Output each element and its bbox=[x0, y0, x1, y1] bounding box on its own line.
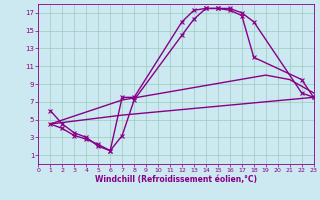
X-axis label: Windchill (Refroidissement éolien,°C): Windchill (Refroidissement éolien,°C) bbox=[95, 175, 257, 184]
